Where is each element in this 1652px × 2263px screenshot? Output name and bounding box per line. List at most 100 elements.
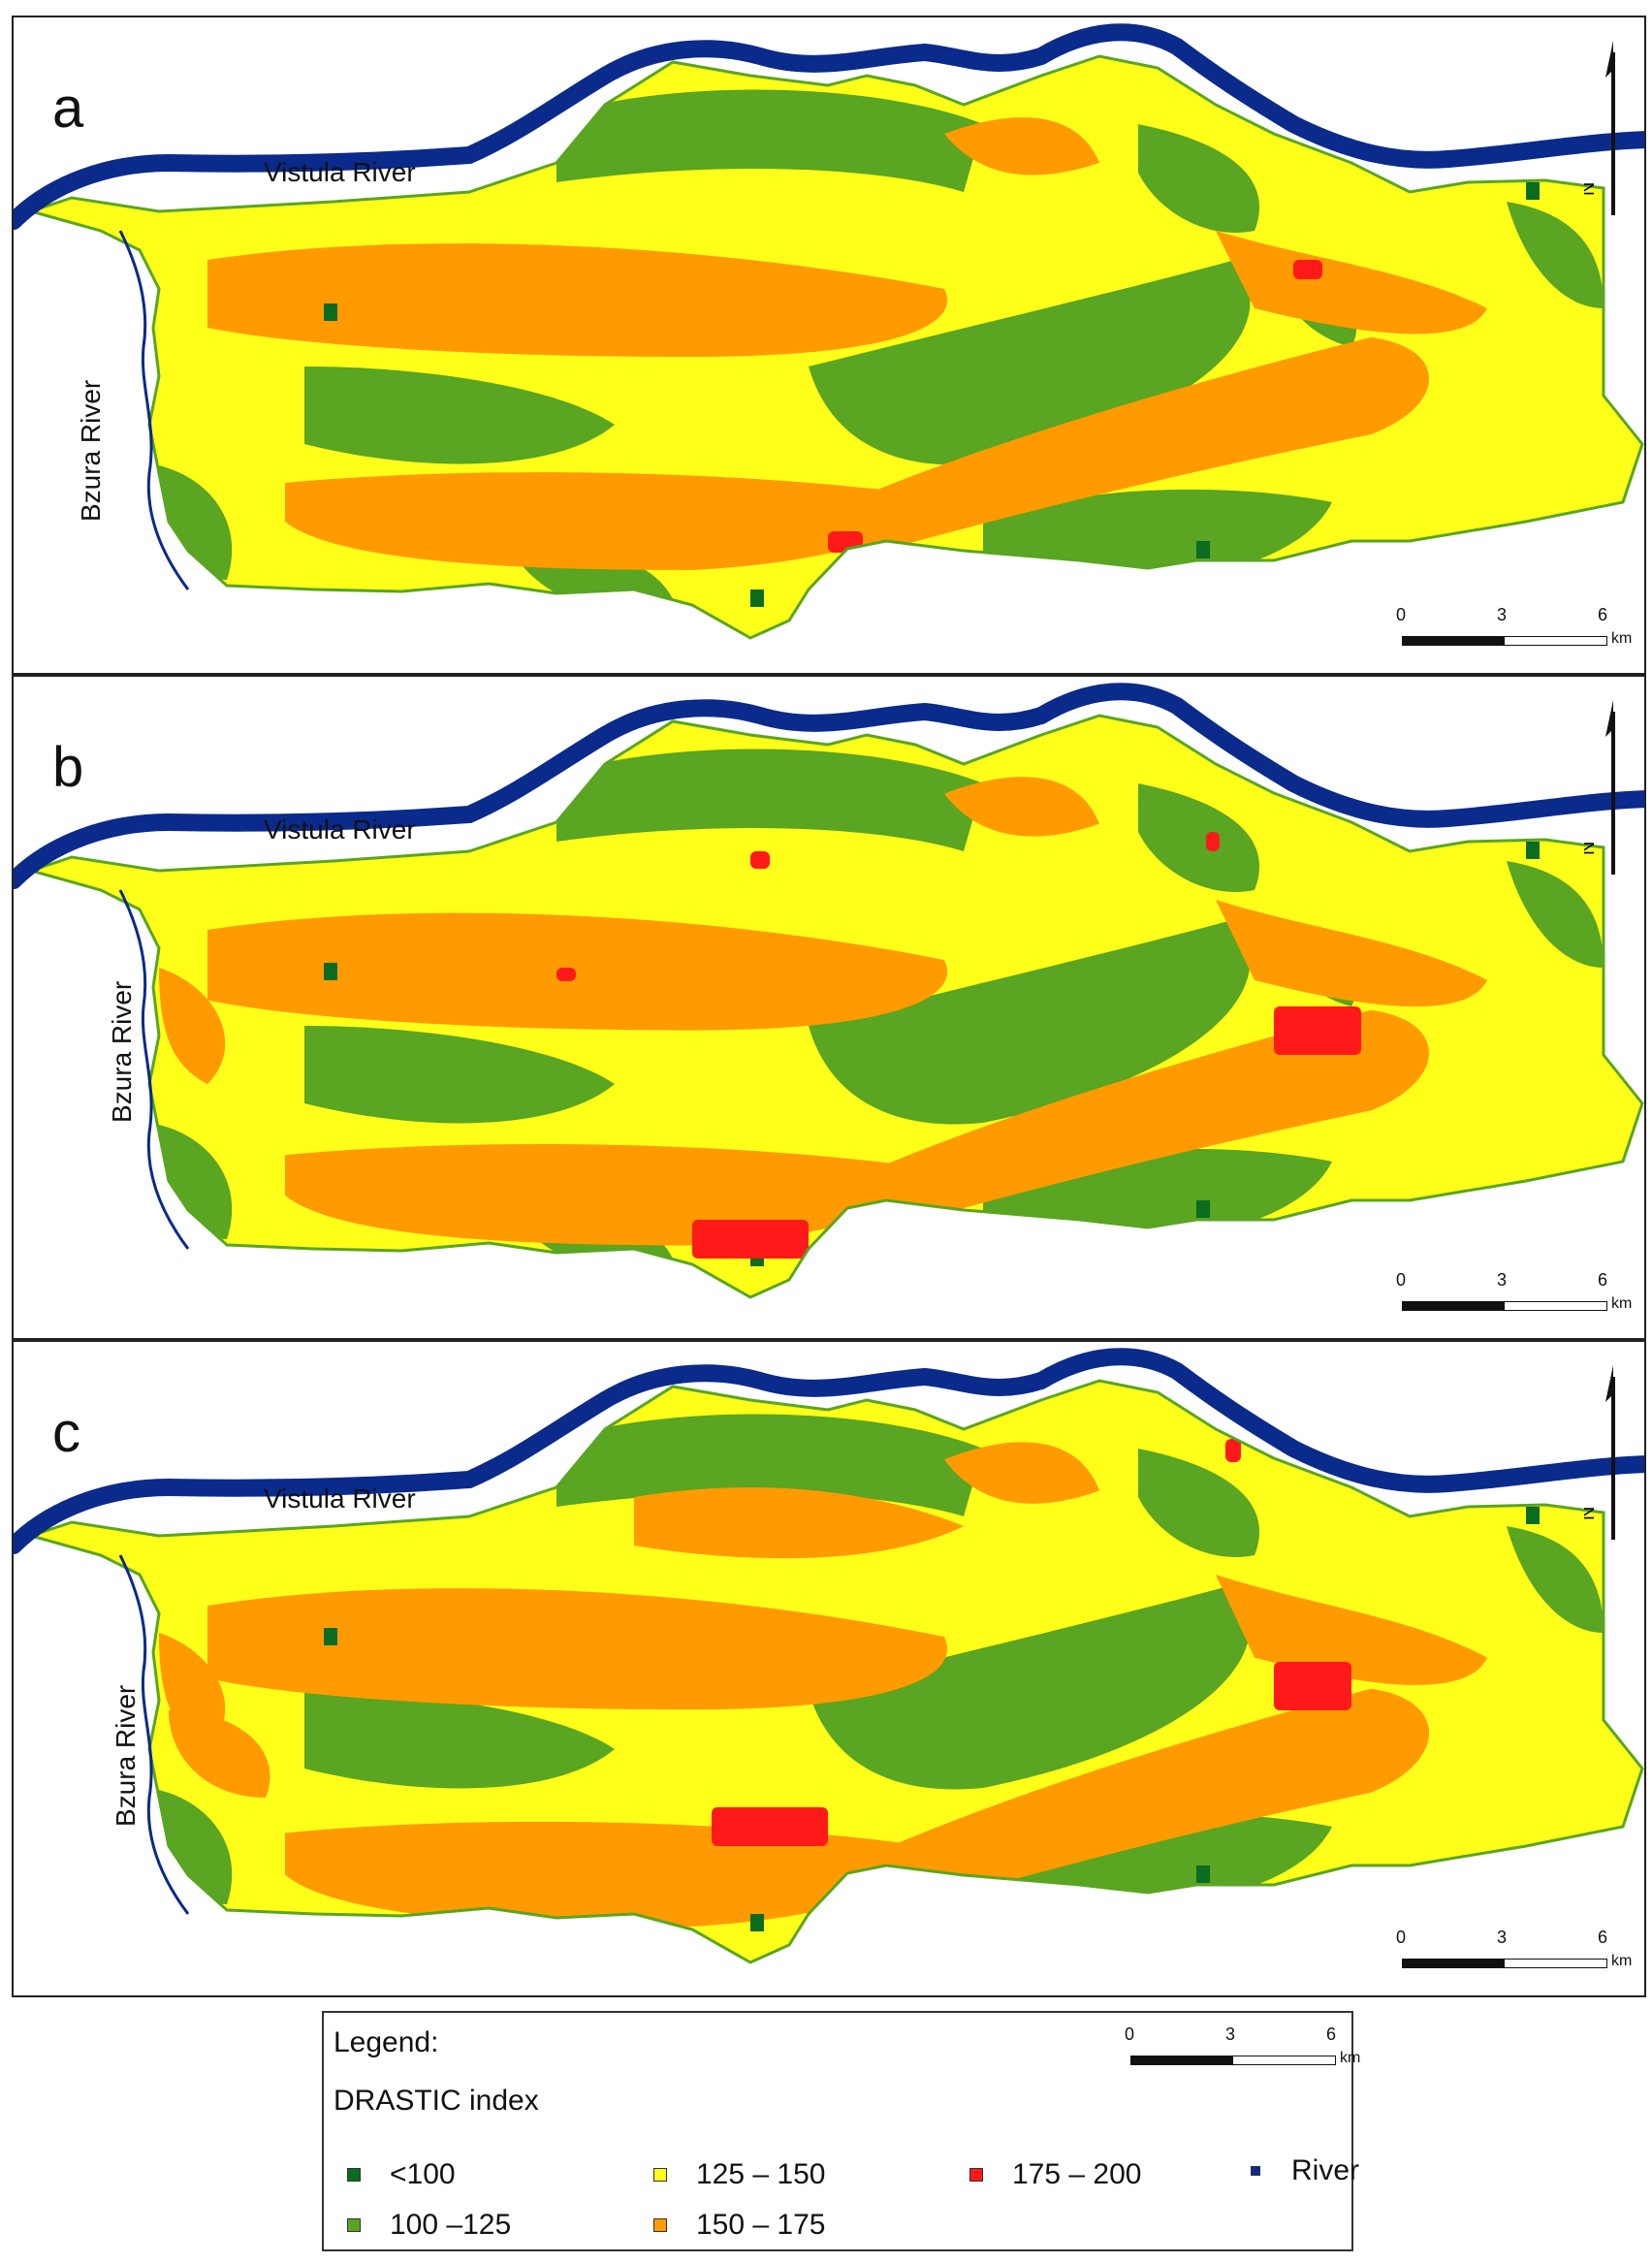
zone-175-200 xyxy=(750,851,770,869)
legend-title: Legend: xyxy=(334,2026,439,2058)
panel-letter: c xyxy=(52,1401,80,1464)
zone-150-175 xyxy=(159,1633,226,1749)
north-label: N xyxy=(1584,1507,1599,1520)
scale-tick-0: 0 xyxy=(1396,1928,1407,1947)
zone-lt100 xyxy=(198,605,211,622)
zone-lt100 xyxy=(198,1264,211,1282)
vistula-river-label: Vistula River xyxy=(264,814,416,845)
zone-175-200 xyxy=(1225,1439,1241,1462)
zone-100-125 xyxy=(1138,124,1259,233)
zone-lt100 xyxy=(1196,1200,1210,1218)
zone-100-125 xyxy=(1507,861,1604,968)
legend-item-lt100: <100 xyxy=(347,2158,456,2191)
legend-item-175-200: 175 – 200 xyxy=(969,2158,1141,2191)
study-area-outline xyxy=(25,714,1644,1299)
zone-100-125 xyxy=(809,1584,1251,1790)
zone-lt100 xyxy=(324,303,337,321)
legend-item-150-175: 150 – 175 xyxy=(653,2209,825,2242)
drastic-map-b xyxy=(14,683,1644,1299)
scale-bar: 0 3 6 km xyxy=(1392,1270,1632,1328)
legend-item-125-150: 125 – 150 xyxy=(653,2158,825,2191)
zone-175-200 xyxy=(1206,832,1220,851)
map-panel-a: a Vistula River Bzura River N 0 3 6 km xyxy=(12,16,1646,675)
zone-150-175 xyxy=(207,243,947,357)
zone-100-125 xyxy=(1507,1526,1604,1633)
scale-unit: km xyxy=(1340,2050,1361,2066)
zone-100-125 xyxy=(556,749,983,851)
scale-bar: 0 3 6 km xyxy=(1392,1928,1632,1986)
zone-150-175 xyxy=(207,1588,947,1710)
zone-100-125 xyxy=(809,919,1251,1125)
zone-150-175 xyxy=(1216,231,1487,335)
legend-swatch xyxy=(969,2168,983,2182)
bzura-river xyxy=(118,1554,190,1915)
zone-150-175 xyxy=(1216,900,1487,1007)
map-legend: Legend: DRASTIC index 0 3 6 km <100 100 –1… xyxy=(322,2011,1360,2251)
study-area-outline xyxy=(25,54,1644,640)
scale-tick-6: 6 xyxy=(1598,1928,1608,1947)
legend-swatch xyxy=(347,2218,361,2232)
zone-150-175 xyxy=(847,337,1429,560)
zone-150-175 xyxy=(285,472,916,570)
legend-subtitle: DRASTIC index xyxy=(334,2085,539,2117)
zone-100-125 xyxy=(149,1123,233,1239)
legend-swatch xyxy=(347,2168,361,2182)
vistula-river xyxy=(14,683,1644,889)
zone-100-125 xyxy=(556,1414,983,1516)
panel-letter: b xyxy=(52,736,84,799)
bzura-river xyxy=(118,230,190,590)
zone-100-125 xyxy=(1507,202,1604,308)
zone-150-175 xyxy=(634,1487,964,1559)
north-label: N xyxy=(1584,182,1599,196)
legend-scale-bar: 0 3 6 km xyxy=(1121,2024,1360,2083)
legend-label: River xyxy=(1291,2154,1360,2186)
zone-175-200 xyxy=(692,1220,809,1259)
zone-150-175 xyxy=(847,1009,1429,1241)
drastic-map-c xyxy=(14,1348,1644,1964)
zone-lt100 xyxy=(1526,1507,1540,1524)
zone-150-175 xyxy=(1216,1575,1487,1685)
zone-lt100 xyxy=(324,1628,337,1645)
north-arrow-icon: N xyxy=(1584,700,1615,875)
zone-150-175 xyxy=(207,912,947,1031)
zone-150-175 xyxy=(944,117,1099,175)
scale-bar: 0 3 6 km xyxy=(1392,605,1632,663)
vistula-river xyxy=(14,23,1644,230)
zone-100-125 xyxy=(556,89,983,192)
scale-tick-3: 3 xyxy=(1225,2024,1236,2044)
scale-tick-6: 6 xyxy=(1598,605,1608,624)
bzura-river xyxy=(118,889,190,1250)
vistula-river xyxy=(14,1348,1644,1554)
bzura-river-label: Bzura River xyxy=(107,980,137,1123)
zone-lt100 xyxy=(1526,182,1540,200)
legend-swatch xyxy=(653,2168,667,2182)
scale-tick-6: 6 xyxy=(1598,1270,1608,1290)
zone-150-175 xyxy=(944,777,1099,837)
zone-175-200 xyxy=(556,968,576,981)
legend-label: 175 – 200 xyxy=(1012,2158,1142,2190)
legend-item-river: River xyxy=(1251,2154,1359,2187)
panel-letter: a xyxy=(52,77,84,140)
zone-150-175 xyxy=(285,1821,916,1927)
zone-100-125 xyxy=(1138,1449,1259,1557)
scale-tick-3: 3 xyxy=(1497,1928,1508,1947)
legend-swatch xyxy=(653,2218,667,2232)
north-label: N xyxy=(1584,842,1599,855)
zone-100-125 xyxy=(304,1691,615,1789)
zone-lt100 xyxy=(1196,541,1210,558)
legend-label: 150 – 175 xyxy=(696,2209,826,2241)
zone-175-200 xyxy=(1274,1662,1351,1710)
zone-100-125 xyxy=(304,367,615,464)
zone-175-200 xyxy=(1274,1006,1361,1055)
zone-150-175 xyxy=(944,1442,1099,1504)
legend-swatch xyxy=(1251,2166,1260,2176)
scale-tick-0: 0 xyxy=(1125,2024,1135,2044)
zone-100-125 xyxy=(1138,783,1259,892)
zone-150-175 xyxy=(847,1688,1429,1928)
map-panel-b: b Vistula River Bzura River N 0 3 6 km xyxy=(12,675,1646,1340)
north-arrow-icon: N xyxy=(1584,1365,1615,1540)
legend-item-100-125: 100 –125 xyxy=(347,2209,511,2242)
legend-label: <100 xyxy=(390,2158,456,2190)
zone-175-200 xyxy=(1293,260,1322,279)
bzura-river-label: Bzura River xyxy=(76,379,106,522)
